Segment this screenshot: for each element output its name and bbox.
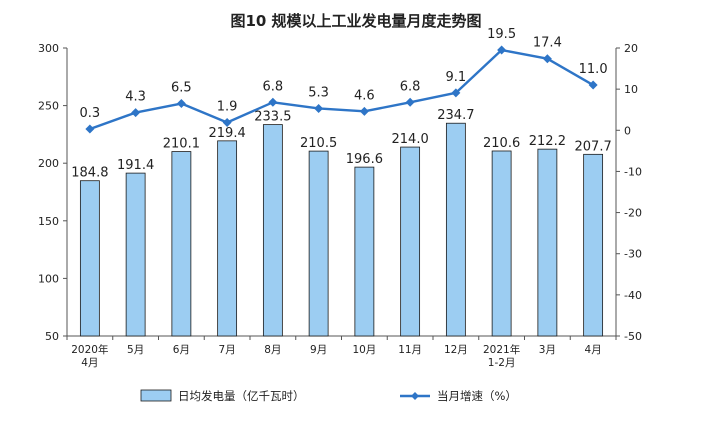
line-data-label: 17.4 bbox=[533, 36, 562, 51]
x-tick-label-line: 5月 bbox=[127, 344, 144, 356]
x-tick-label: 5月 bbox=[127, 344, 144, 356]
bar-data-label: 234.7 bbox=[437, 108, 474, 123]
x-tick-label-line: 4月 bbox=[81, 357, 98, 369]
bar-data-label: 207.7 bbox=[575, 139, 612, 154]
bar[interactable] bbox=[79, 180, 100, 337]
bar-data-label: 210.1 bbox=[163, 137, 200, 152]
bar-data-label: 191.4 bbox=[117, 158, 154, 173]
left-tick-label: 150 bbox=[38, 215, 59, 228]
x-tick-label-line: 9月 bbox=[310, 344, 327, 356]
line-point-marker[interactable] bbox=[85, 124, 95, 134]
bar[interactable] bbox=[125, 172, 146, 337]
line-point-marker[interactable] bbox=[131, 108, 141, 118]
bar[interactable] bbox=[308, 150, 329, 337]
line-point-marker[interactable] bbox=[451, 88, 461, 98]
bar-data-label: 210.6 bbox=[483, 136, 520, 151]
line-point-marker[interactable] bbox=[588, 80, 598, 90]
x-tick-label-line: 2020年 bbox=[71, 343, 108, 356]
x-tick-label: 2020年 4月 bbox=[71, 343, 108, 369]
line-data-label: 4.6 bbox=[354, 88, 375, 103]
line-point-marker[interactable] bbox=[268, 97, 278, 107]
plot-area: 50 100 150 200 250 300 -50 -40 -30 -20 -10 0 10 20 202… bbox=[38, 27, 642, 369]
bar-data-label: 184.8 bbox=[71, 166, 108, 181]
x-tick-label: 7月 bbox=[219, 344, 236, 356]
line-data-label: 4.3 bbox=[125, 90, 146, 105]
right-tick-label: -40 bbox=[624, 289, 642, 302]
bar-data-label: 214.0 bbox=[392, 132, 429, 147]
x-tick-label-line: 6月 bbox=[173, 344, 190, 356]
line-data-label: 19.5 bbox=[487, 27, 516, 42]
bar[interactable] bbox=[583, 153, 604, 337]
legend-bar-label: 日均发电量（亿千瓦时） bbox=[178, 389, 305, 403]
bar-data-label: 219.4 bbox=[209, 126, 246, 141]
x-tick-label-line: 2021年 bbox=[483, 343, 520, 356]
bar[interactable] bbox=[354, 166, 375, 337]
line-data-label: 9.1 bbox=[446, 70, 467, 85]
right-tick-label: -50 bbox=[624, 330, 642, 343]
line-data-label: 6.8 bbox=[263, 79, 284, 94]
bar[interactable] bbox=[537, 148, 558, 337]
right-tick-label: 0 bbox=[624, 124, 631, 137]
left-tick-label: 300 bbox=[38, 42, 59, 55]
right-tick-label: 10 bbox=[624, 83, 638, 96]
bar[interactable] bbox=[262, 124, 283, 337]
bar[interactable] bbox=[217, 140, 238, 337]
right-tick-label: -20 bbox=[624, 207, 642, 220]
x-tick-label-line: 4月 bbox=[585, 344, 602, 356]
left-tick-label: 250 bbox=[38, 100, 59, 113]
x-tick-label: 11月 bbox=[398, 344, 422, 356]
left-tick-label: 200 bbox=[38, 157, 59, 170]
line-point-marker[interactable] bbox=[405, 97, 415, 107]
x-tick-label: 8月 bbox=[264, 344, 281, 356]
line-point-marker[interactable] bbox=[314, 103, 324, 113]
bar[interactable] bbox=[445, 122, 466, 337]
bar-data-label: 212.2 bbox=[529, 134, 566, 149]
line-data-label: 6.5 bbox=[171, 81, 192, 96]
x-tick-label: 3月 bbox=[539, 344, 556, 356]
line-point-marker[interactable] bbox=[497, 45, 507, 55]
legend: 日均发电量（亿千瓦时） 当月增速（%） bbox=[140, 389, 517, 403]
bar[interactable] bbox=[171, 151, 192, 337]
x-tick-label: 9月 bbox=[310, 344, 327, 356]
line-point-marker[interactable] bbox=[222, 117, 232, 127]
x-tick-label-line: 7月 bbox=[219, 344, 236, 356]
line-point-marker[interactable] bbox=[176, 99, 186, 109]
x-tick-label: 6月 bbox=[173, 344, 190, 356]
left-tick-label: 50 bbox=[45, 330, 59, 343]
x-tick-label: 12月 bbox=[444, 344, 468, 356]
x-tick-label-line: 10月 bbox=[352, 344, 376, 356]
bar-data-label: 196.6 bbox=[346, 152, 383, 167]
line-data-label: 0.3 bbox=[80, 106, 101, 121]
left-tick-label: 100 bbox=[38, 272, 59, 285]
line-data-label: 5.3 bbox=[308, 85, 329, 100]
x-tick-label-line: 12月 bbox=[444, 344, 468, 356]
bar[interactable] bbox=[491, 150, 512, 337]
right-tick-label: 20 bbox=[624, 42, 638, 55]
x-tick-label-line: 1-2月 bbox=[488, 357, 516, 369]
line-data-label: 11.0 bbox=[579, 62, 608, 77]
bar[interactable] bbox=[400, 146, 421, 337]
x-tick-label: 10月 bbox=[352, 344, 376, 356]
right-tick-label: -30 bbox=[624, 248, 642, 261]
legend-line-marker bbox=[411, 392, 419, 400]
x-tick-label: 4月 bbox=[585, 344, 602, 356]
x-tick-label: 2021年 1-2月 bbox=[483, 343, 520, 369]
x-tick-label-line: 3月 bbox=[539, 344, 556, 356]
legend-line-label: 当月增速（%） bbox=[437, 389, 517, 403]
line-point-marker[interactable] bbox=[542, 54, 552, 64]
x-tick-label-line: 11月 bbox=[398, 344, 422, 356]
line-data-label: 6.8 bbox=[400, 79, 421, 94]
right-tick-label: -10 bbox=[624, 165, 642, 178]
line-point-marker[interactable] bbox=[359, 106, 369, 116]
chart-title: 图10 规模以上工业发电量月度走势图 bbox=[230, 12, 481, 30]
legend-bar-swatch bbox=[140, 389, 172, 402]
line-data-label: 1.9 bbox=[217, 99, 238, 114]
x-tick-label-line: 8月 bbox=[264, 344, 281, 356]
bar-data-label: 210.5 bbox=[300, 136, 337, 151]
bar-data-label: 233.5 bbox=[254, 110, 291, 125]
line-series-path bbox=[89, 48, 594, 131]
